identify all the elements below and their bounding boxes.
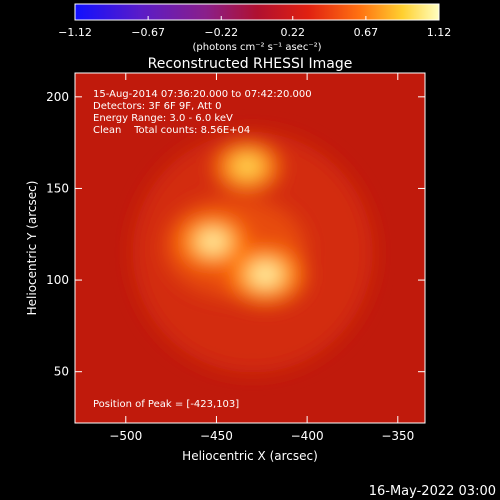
y-tick-label: 100 bbox=[46, 273, 69, 287]
annotation-peak-position: Position of Peak = [-423,103] bbox=[93, 399, 239, 410]
y-axis-ticks: 50 100 150 200 bbox=[46, 90, 425, 379]
x-tick-label: −400 bbox=[291, 429, 324, 443]
colorbar-units: (photons cm⁻² s⁻¹ asec⁻²) bbox=[192, 42, 321, 53]
x-axis-ticks: −500 −450 −400 −350 bbox=[109, 73, 414, 443]
annotation-counts: Clean Total counts: 8.56E+04 bbox=[93, 125, 250, 136]
colorbar-tick-label: −1.12 bbox=[58, 26, 92, 39]
annotation-block: 15-Aug-2014 07:36:20.000 to 07:42:20.000… bbox=[93, 89, 312, 410]
colorbar: −1.12 −0.67 −0.22 0.22 0.67 1.12 (photons cm⁻… bbox=[58, 3, 451, 53]
x-axis-label: Heliocentric X (arcsec) bbox=[182, 449, 318, 463]
colorbar-gradient bbox=[74, 3, 440, 21]
annotation-energy-range: Energy Range: 3.0 - 6.0 keV bbox=[93, 113, 233, 124]
source-core bbox=[199, 231, 227, 252]
source-core bbox=[251, 264, 280, 285]
colorbar-tick-label: 0.22 bbox=[281, 26, 306, 39]
heat-blobs bbox=[132, 132, 373, 373]
y-tick-label: 50 bbox=[54, 365, 69, 379]
annotation-detectors: Detectors: 3F 6F 9F, Att 0 bbox=[93, 101, 221, 112]
colorbar-ticks: −1.12 −0.67 −0.22 0.22 0.67 1.12 bbox=[58, 16, 451, 39]
y-tick-label: 150 bbox=[46, 181, 69, 195]
heatmap-image bbox=[75, 73, 425, 423]
colorbar-tick-label: 1.12 bbox=[427, 26, 452, 39]
source-core bbox=[235, 157, 259, 175]
colorbar-tick-label: 0.67 bbox=[354, 26, 379, 39]
x-tick-label: −450 bbox=[200, 429, 233, 443]
y-axis-label: Heliocentric Y (arcsec) bbox=[25, 181, 39, 316]
colorbar-tick-label: −0.67 bbox=[131, 26, 165, 39]
colorbar-tick-label: −0.22 bbox=[204, 26, 238, 39]
y-tick-label: 200 bbox=[46, 90, 69, 104]
x-tick-label: −350 bbox=[381, 429, 414, 443]
x-tick-label: −500 bbox=[109, 429, 142, 443]
footer-timestamp: 16-May-2022 03:00 bbox=[369, 484, 496, 499]
chart-title: Reconstructed RHESSI Image bbox=[148, 56, 353, 72]
plot-frame bbox=[74, 72, 426, 424]
annotation-time-range: 15-Aug-2014 07:36:20.000 to 07:42:20.000 bbox=[93, 89, 312, 100]
